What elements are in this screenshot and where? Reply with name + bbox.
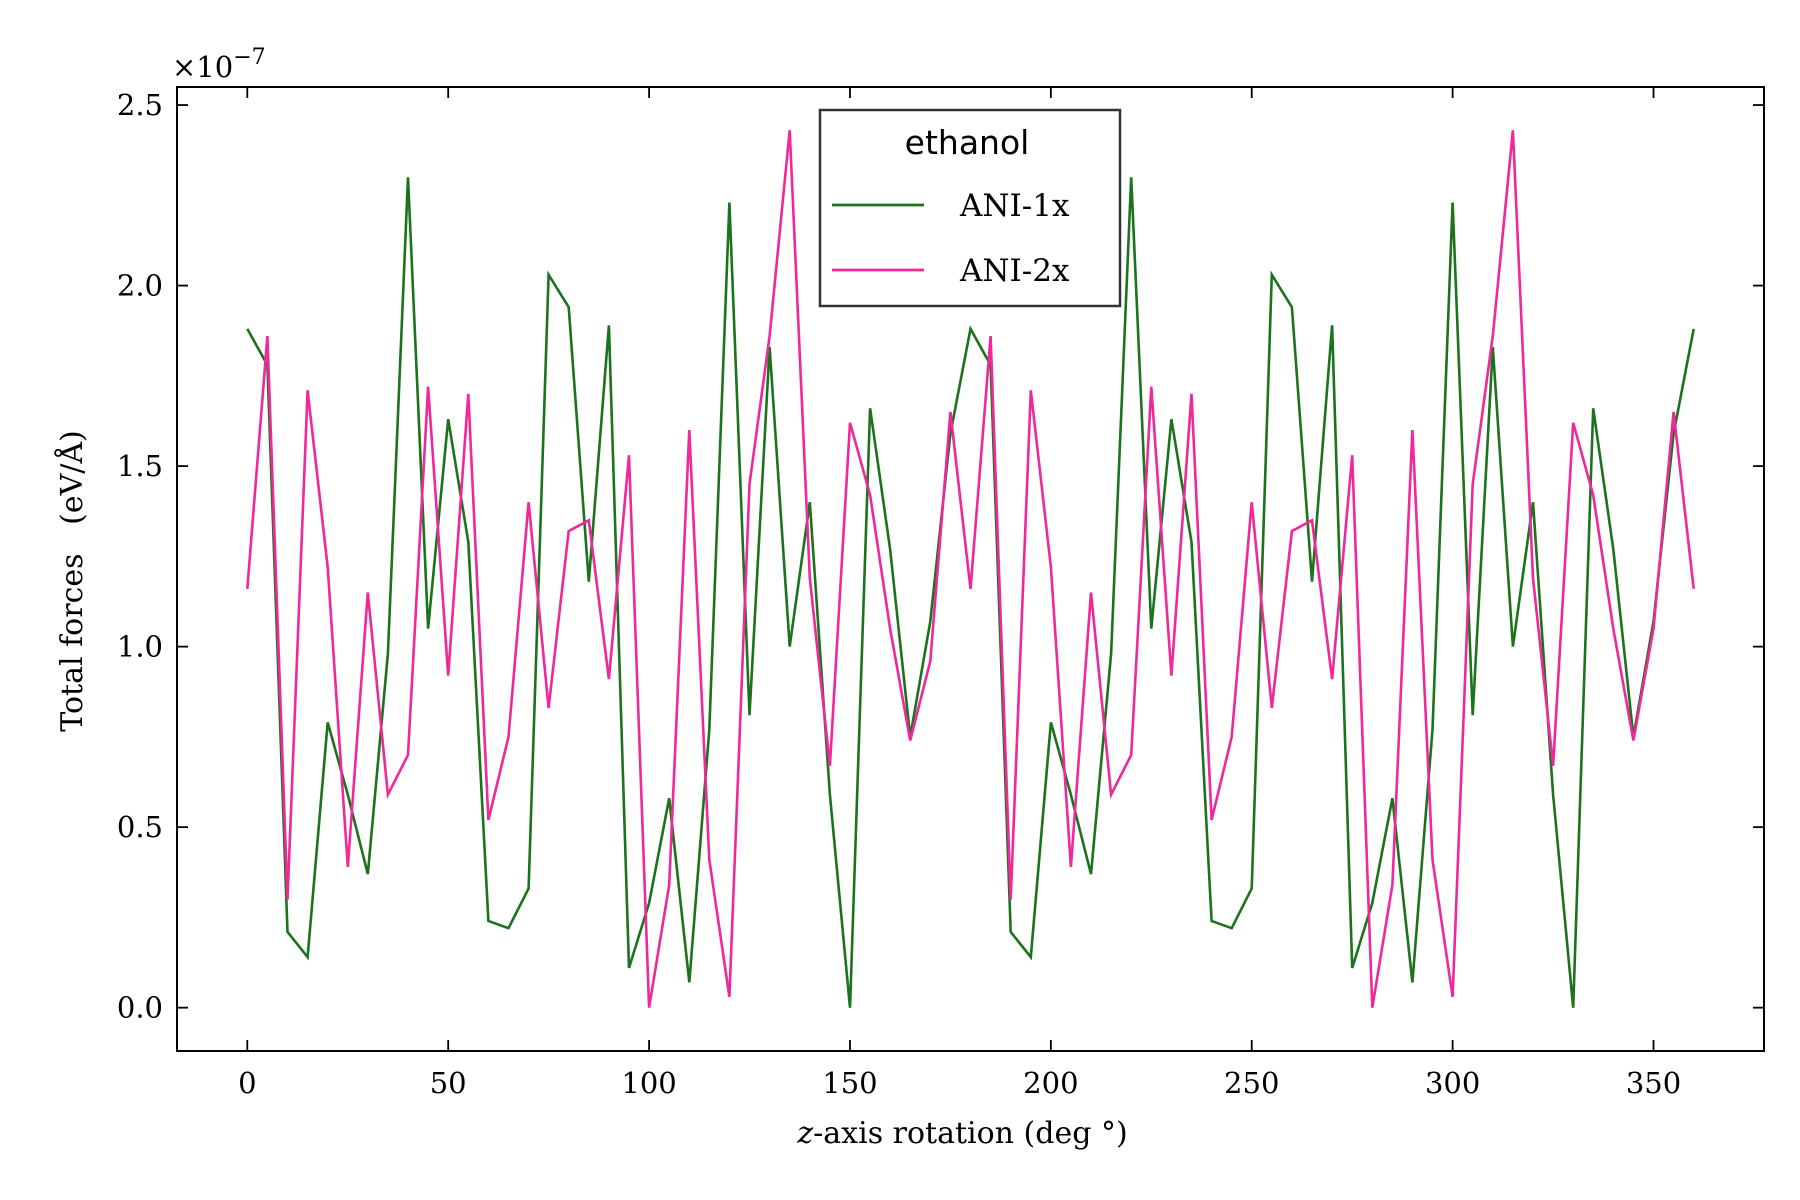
legend-title: ethanol	[905, 123, 1030, 162]
x-tick-label: 250	[1224, 1066, 1279, 1100]
legend-box	[818, 108, 1122, 308]
ticks-layer: 0 50 100 150 200 250 300 350 0.0 0.5 1.0 1.5 2.0 2.5	[117, 87, 1764, 1100]
y-tick-label: 2.5	[117, 88, 163, 122]
legend: ethanol ANI-1x ANI-2x	[818, 108, 1122, 308]
legend-entries: ANI-1x ANI-2x	[832, 188, 1070, 289]
y-tick-label: 0.5	[117, 810, 163, 844]
x-tick-label: 100	[621, 1066, 676, 1100]
x-tick-label: 300	[1425, 1066, 1480, 1100]
x-tick-label: 200	[1023, 1066, 1078, 1100]
legend-label-ani-1x: ANI-1x	[959, 188, 1070, 224]
y-multiplier: ×10−7	[172, 45, 266, 84]
y-tick-label: 2.0	[117, 269, 163, 303]
series-layer	[246, 130, 1695, 1008]
x-axis-label: z-axis rotation (deg °)	[796, 1116, 1127, 1151]
y-tick-label: 1.0	[117, 630, 163, 664]
y-axis-label: Total forces (eV/Å)	[54, 430, 90, 731]
y-multiplier-base: ×10	[172, 50, 233, 84]
series-line-ani-1x	[246, 177, 1695, 1008]
series-line-ani-2x	[246, 130, 1695, 1008]
x-tick-label: 50	[430, 1066, 467, 1100]
x-tick-label: 350	[1626, 1066, 1681, 1100]
x-axis-label-text: -axis rotation (deg °)	[813, 1116, 1128, 1151]
legend-label-ani-2x: ANI-2x	[959, 253, 1070, 289]
y-tick-label: 0.0	[117, 991, 163, 1025]
x-tick-label: 150	[822, 1066, 877, 1100]
y-multiplier-exponent: −7	[233, 45, 265, 70]
x-axis-label-variable: z	[796, 1116, 813, 1151]
y-tick-label: 1.5	[117, 449, 163, 483]
x-tick-label: 0	[238, 1066, 256, 1100]
plot-frame	[176, 86, 1765, 1052]
